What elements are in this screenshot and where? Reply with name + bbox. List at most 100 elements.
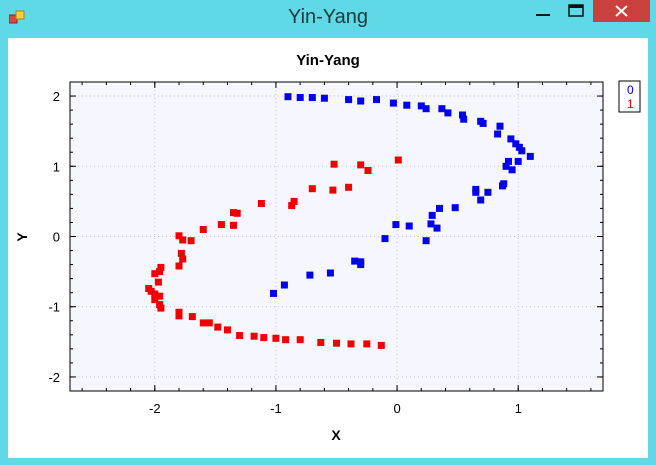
series-1-point — [147, 287, 155, 295]
series-1-point — [364, 167, 372, 174]
series-1-point — [175, 262, 183, 270]
series-0-point — [284, 93, 292, 101]
y-tick-label: -1 — [48, 300, 60, 315]
legend-entry-1: 1 — [627, 97, 634, 111]
y-tick-label: 0 — [53, 230, 60, 245]
data-points — [145, 93, 534, 349]
series-0-point — [270, 289, 277, 297]
series-0-point — [433, 224, 441, 232]
minimize-button[interactable] — [528, 0, 558, 22]
series-1-point — [233, 209, 241, 217]
series-0-point — [438, 105, 446, 113]
x-axis-label: X — [331, 427, 341, 443]
chart-title: Yin-Yang — [296, 52, 360, 69]
series-1-point — [345, 183, 353, 191]
series-0-point — [357, 261, 365, 269]
y-tick-label: 1 — [53, 159, 60, 174]
series-1-point — [199, 226, 207, 233]
series-0-point — [280, 281, 288, 289]
series-0-point — [306, 271, 314, 279]
series-1-point — [175, 232, 183, 240]
series-0-point — [484, 188, 492, 196]
series-0-point — [496, 122, 504, 130]
series-1-point — [151, 270, 159, 278]
series-1-point — [157, 304, 165, 312]
series-0-point — [502, 162, 510, 170]
chart-panel: Yin-Yang -2 -1 0 1 -2 -1 0 1 2 X Y 0 1 — [8, 38, 648, 458]
series-1-point — [199, 319, 207, 327]
y-axis-label: Y — [14, 232, 30, 242]
series-1-point — [357, 161, 365, 169]
series-0-point — [308, 94, 316, 101]
series-1-point — [175, 312, 183, 320]
series-1-point — [230, 221, 237, 229]
series-0-point — [514, 157, 522, 165]
series-0-point — [444, 109, 452, 117]
maximize-button[interactable] — [562, 0, 590, 22]
series-0-point — [357, 97, 365, 105]
series-1-point — [230, 209, 237, 217]
legend: 0 1 — [618, 80, 641, 113]
x-tick-label: -2 — [149, 401, 161, 416]
series-0-point — [436, 204, 443, 212]
series-1-point — [296, 336, 304, 344]
series-0-point — [296, 94, 304, 101]
series-1-point — [317, 339, 325, 346]
series-1-point — [177, 249, 185, 257]
close-button[interactable] — [593, 0, 650, 22]
series-1-point — [188, 313, 196, 321]
series-0-point — [417, 102, 425, 110]
series-1-point — [288, 202, 296, 210]
series-1-point — [151, 290, 159, 298]
series-0-point — [526, 152, 534, 160]
series-0-point — [403, 101, 411, 109]
series-0-point — [479, 119, 487, 127]
series-1-point — [179, 255, 187, 263]
series-0-point — [392, 221, 400, 229]
series-1-point — [156, 268, 164, 276]
series-1-point — [157, 263, 165, 271]
series-1-point — [308, 185, 316, 193]
series-0-point — [422, 237, 430, 245]
x-tick-label: -1 — [270, 401, 282, 416]
series-1-point — [214, 323, 222, 331]
window-title: Yin-Yang — [287, 6, 369, 28]
series-1-point — [156, 292, 164, 300]
series-1-point — [290, 197, 298, 205]
series-0-point — [381, 235, 389, 243]
series-0-point — [507, 135, 515, 143]
series-1-point — [329, 186, 337, 194]
series-1-point — [347, 340, 355, 348]
series-0-point — [494, 130, 502, 138]
series-0-point — [405, 222, 413, 230]
series-0-point — [499, 182, 506, 190]
series-0-point — [505, 157, 512, 165]
legend-entry-0: 0 — [627, 83, 634, 97]
series-1-point — [175, 308, 183, 316]
series-1-point — [250, 332, 258, 340]
close-icon — [615, 5, 628, 17]
series-0-point — [451, 204, 459, 212]
series-1-point — [260, 334, 268, 342]
series-0-point — [422, 105, 430, 113]
series-1-point — [272, 334, 280, 342]
legend-box — [618, 80, 641, 113]
series-1-point — [330, 160, 338, 168]
tick-labels: -2 -1 0 1 -2 -1 0 1 2 — [48, 89, 521, 416]
series-1-point — [224, 326, 231, 334]
series-0-point — [428, 211, 436, 219]
series-1-point — [394, 156, 402, 164]
axis-ticks — [70, 81, 603, 392]
series-1-point — [217, 221, 225, 229]
series-0-point — [459, 111, 466, 119]
series-1-point — [257, 200, 265, 207]
series-0-point — [512, 140, 520, 148]
series-0-point — [326, 269, 334, 277]
title-bar: Yin-Yang — [0, 0, 656, 38]
y-tick-label: -2 — [48, 370, 60, 385]
series-0-point — [351, 257, 359, 265]
x-tick-label: 1 — [515, 401, 522, 416]
app-icon — [9, 10, 25, 24]
series-0-point — [472, 188, 480, 196]
